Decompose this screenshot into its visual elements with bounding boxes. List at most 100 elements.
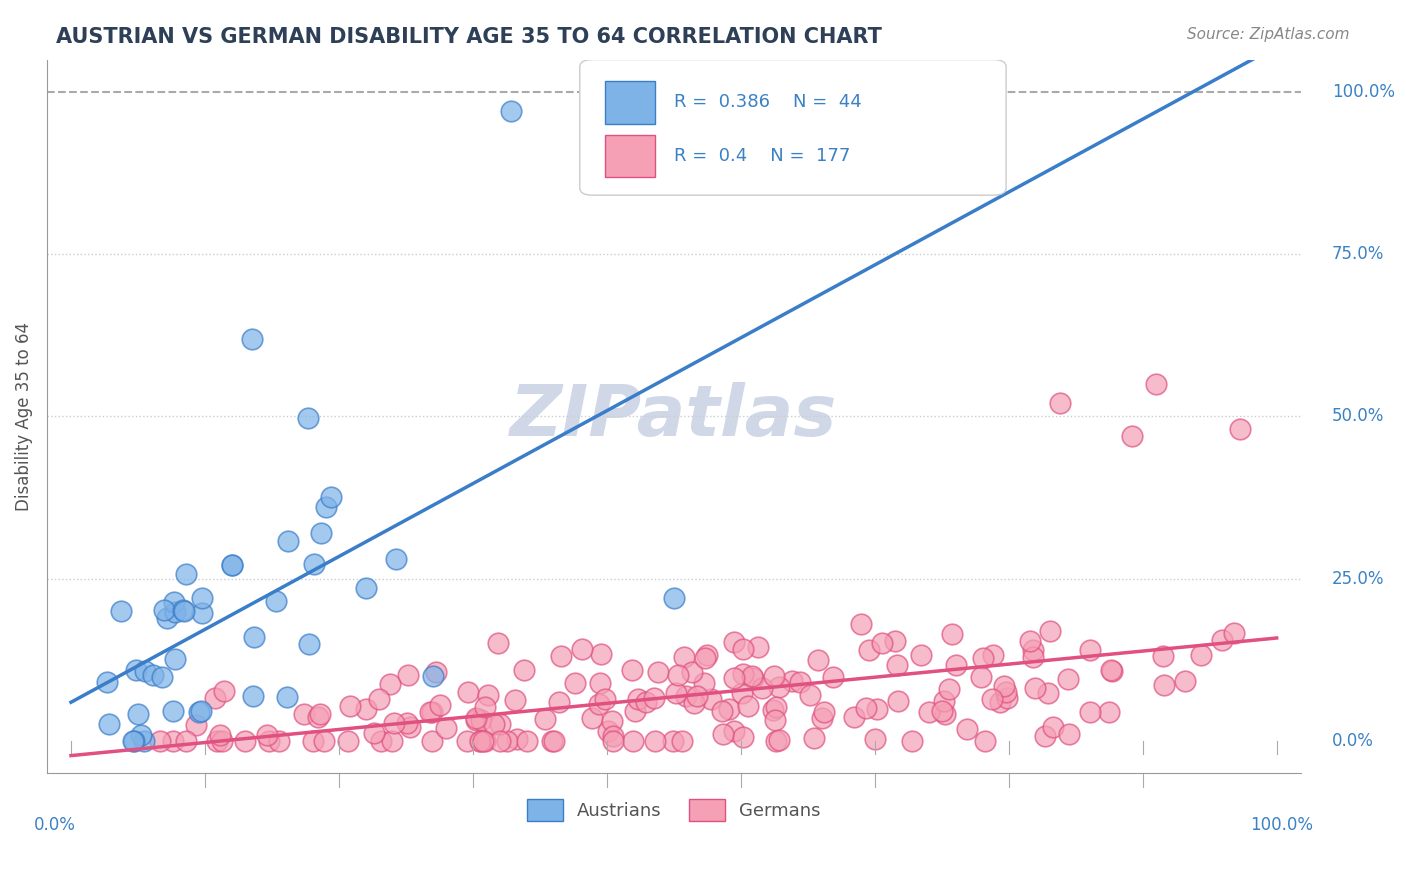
- Point: [420, 733, 443, 747]
- Point: [548, 696, 571, 710]
- Point: [993, 679, 1015, 693]
- Point: [910, 648, 932, 662]
- Point: [931, 704, 953, 718]
- Point: [499, 104, 522, 119]
- Point: [1144, 376, 1167, 391]
- Text: 100.0%: 100.0%: [1250, 816, 1313, 834]
- Point: [208, 728, 231, 742]
- Point: [662, 591, 685, 605]
- Point: [156, 611, 179, 625]
- Point: [747, 640, 769, 654]
- Point: [148, 733, 170, 747]
- Point: [276, 690, 298, 704]
- Point: [489, 717, 512, 731]
- Point: [298, 637, 321, 651]
- FancyBboxPatch shape: [579, 60, 1007, 195]
- Y-axis label: Disability Age 35 to 64: Disability Age 35 to 64: [15, 322, 32, 511]
- Point: [496, 733, 519, 747]
- Point: [1229, 422, 1251, 436]
- Point: [1078, 705, 1101, 719]
- Point: [1174, 673, 1197, 688]
- Text: AUSTRIAN VS GERMAN DISABILITY AGE 35 TO 64 CORRELATION CHART: AUSTRIAN VS GERMAN DISABILITY AGE 35 TO …: [56, 27, 882, 46]
- Point: [1153, 677, 1175, 691]
- Point: [768, 733, 790, 747]
- Point: [675, 689, 697, 703]
- Point: [122, 733, 145, 747]
- Point: [737, 699, 759, 714]
- Text: ZIPatlas: ZIPatlas: [510, 382, 838, 450]
- Point: [1019, 633, 1042, 648]
- Point: [550, 649, 572, 664]
- Point: [665, 686, 688, 700]
- Point: [474, 733, 496, 747]
- Point: [162, 594, 184, 608]
- Point: [700, 691, 723, 706]
- Point: [1024, 681, 1046, 695]
- Point: [398, 720, 420, 734]
- Point: [741, 671, 763, 685]
- Point: [1098, 705, 1121, 719]
- Point: [190, 704, 212, 718]
- Point: [807, 653, 830, 667]
- Point: [240, 332, 263, 346]
- Point: [172, 603, 194, 617]
- Point: [315, 500, 337, 514]
- Point: [464, 713, 486, 727]
- Point: [257, 733, 280, 747]
- Text: 0.0%: 0.0%: [1331, 731, 1374, 750]
- Point: [339, 698, 361, 713]
- Point: [731, 667, 754, 681]
- Point: [205, 733, 228, 747]
- Point: [695, 650, 717, 665]
- Point: [434, 721, 457, 735]
- Point: [1038, 686, 1060, 700]
- Point: [162, 704, 184, 718]
- Point: [474, 700, 496, 714]
- Point: [212, 684, 235, 698]
- Point: [564, 675, 586, 690]
- Point: [858, 643, 880, 657]
- Point: [1153, 648, 1175, 663]
- Point: [672, 650, 695, 665]
- Point: [173, 604, 195, 618]
- Point: [981, 648, 1004, 662]
- Point: [733, 642, 755, 657]
- Point: [512, 663, 534, 677]
- Point: [134, 664, 156, 678]
- Point: [314, 733, 336, 747]
- Point: [470, 713, 492, 727]
- Point: [956, 722, 979, 736]
- Point: [681, 665, 703, 679]
- Point: [901, 733, 924, 747]
- Point: [256, 728, 278, 742]
- Point: [264, 594, 287, 608]
- Point: [647, 665, 669, 679]
- Point: [762, 703, 785, 717]
- Point: [292, 706, 315, 721]
- Point: [883, 634, 905, 648]
- Point: [765, 733, 787, 747]
- Point: [821, 670, 844, 684]
- Point: [505, 732, 527, 747]
- Point: [1056, 672, 1078, 686]
- Point: [711, 704, 734, 718]
- Point: [516, 733, 538, 747]
- Point: [589, 647, 612, 661]
- Point: [970, 670, 993, 684]
- Point: [150, 669, 173, 683]
- Point: [686, 689, 709, 703]
- Bar: [605, 81, 655, 124]
- Point: [813, 706, 835, 720]
- Point: [470, 733, 492, 747]
- Point: [588, 697, 610, 711]
- Point: [486, 635, 509, 649]
- Point: [974, 733, 997, 747]
- Point: [1022, 649, 1045, 664]
- Point: [302, 733, 325, 747]
- Point: [723, 724, 745, 739]
- Point: [711, 726, 734, 740]
- Point: [370, 733, 392, 747]
- Point: [142, 668, 165, 682]
- Point: [1101, 664, 1123, 678]
- Point: [571, 642, 593, 657]
